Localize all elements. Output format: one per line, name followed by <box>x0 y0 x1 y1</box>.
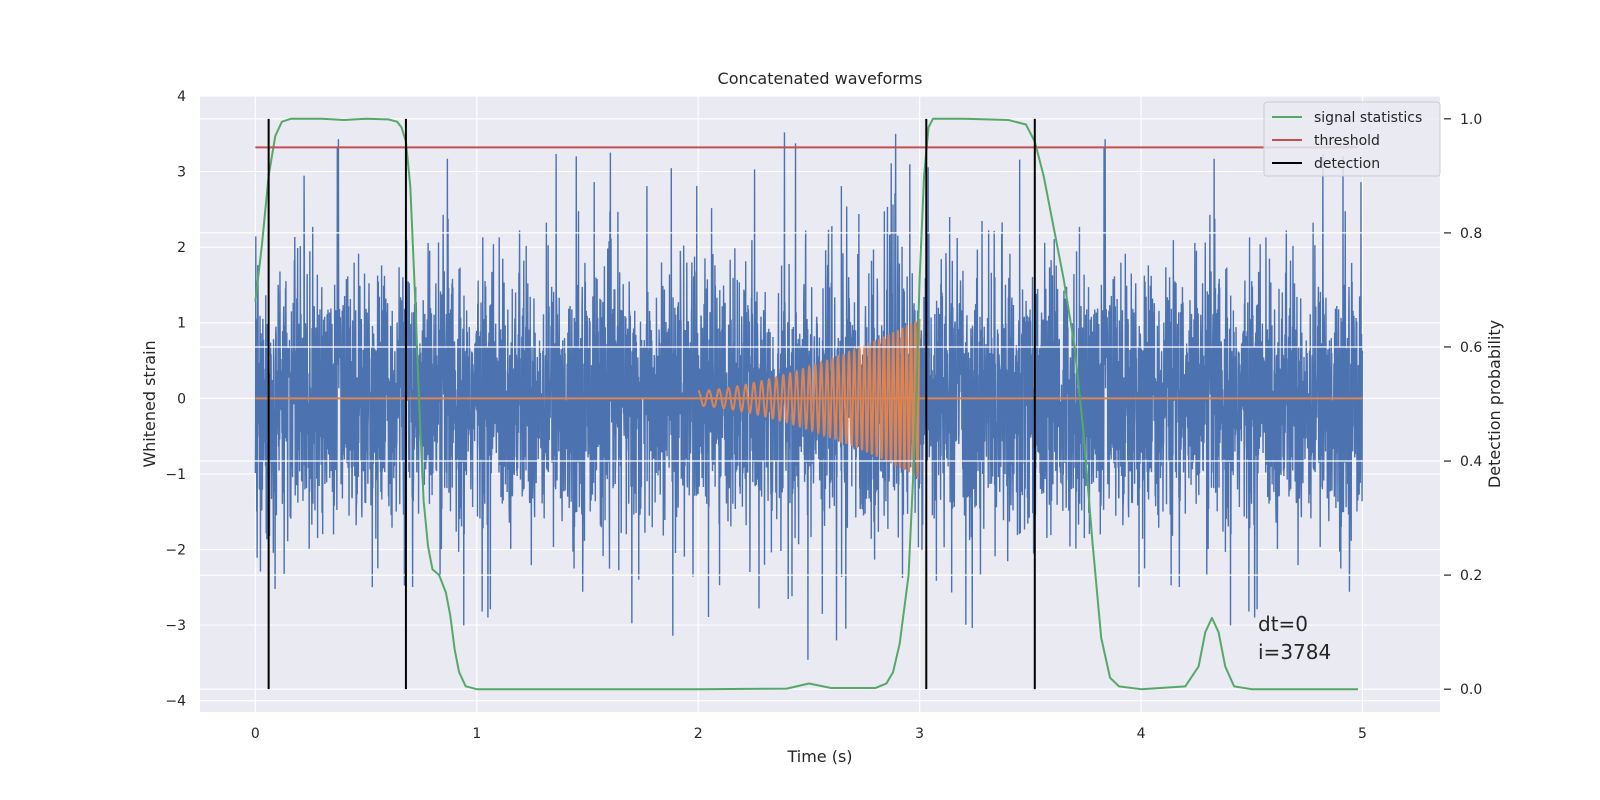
legend-frame <box>1263 101 1441 177</box>
y2-tick-label: 0.4 <box>1460 454 1482 470</box>
legend: signal statistics threshold detection <box>1263 101 1441 177</box>
injected-waveform-series <box>255 318 1363 480</box>
x-tick-label: 5 <box>1358 726 1367 742</box>
annotation-index: i=3784 <box>1258 640 1331 664</box>
signal-statistics-series <box>254 117 1359 691</box>
y-tick-label: −4 <box>165 694 186 710</box>
x-tick-label: 0 <box>251 726 260 742</box>
y2-tick-label: 0.6 <box>1460 340 1482 356</box>
y2-axis-label: Detection probability <box>1485 320 1504 488</box>
x-tick-label: 1 <box>472 726 481 742</box>
x-tick-label: 2 <box>694 726 703 742</box>
y2-tick-label: 0.0 <box>1460 682 1482 698</box>
y-tick-label: −3 <box>165 618 186 634</box>
annotation-dt: dt=0 <box>1258 612 1308 636</box>
y-tick-label: −1 <box>165 467 186 483</box>
y-tick-label: 4 <box>177 89 186 105</box>
y2-tick-label: 0.2 <box>1460 568 1482 584</box>
axis-ticks: 0 1 2 3 4 5 −4 −3 −2 −1 0 1 2 3 4 0.0 0.2 0.4 0.6 0.8 1.0 <box>165 89 1482 742</box>
chart-title: Concatenated waveforms <box>718 69 923 88</box>
y-tick-label: 1 <box>177 316 186 332</box>
y-tick-label: −2 <box>165 542 186 558</box>
x-tick-label: 3 <box>915 726 924 742</box>
y2-tick-label: 1.0 <box>1460 112 1482 128</box>
waveform-chirp <box>697 318 921 480</box>
x-tick-label: 4 <box>1137 726 1146 742</box>
legend-label-detection: detection <box>1314 156 1380 172</box>
signal-statistics-line <box>254 117 1359 691</box>
detection-series <box>267 118 1036 690</box>
x-axis-label: Time (s) <box>786 747 852 766</box>
y-tick-label: 3 <box>177 165 186 181</box>
y-tick-label: 2 <box>177 240 186 256</box>
y-axis-label: Whitened strain <box>140 340 159 467</box>
legend-label-threshold: threshold <box>1314 133 1380 149</box>
y2-tick-label: 0.8 <box>1460 226 1482 242</box>
y-tick-label: 0 <box>177 391 186 407</box>
annotation-box: dt=0 i=3784 <box>1258 612 1331 664</box>
legend-label-signal-statistics: signal statistics <box>1314 110 1422 126</box>
